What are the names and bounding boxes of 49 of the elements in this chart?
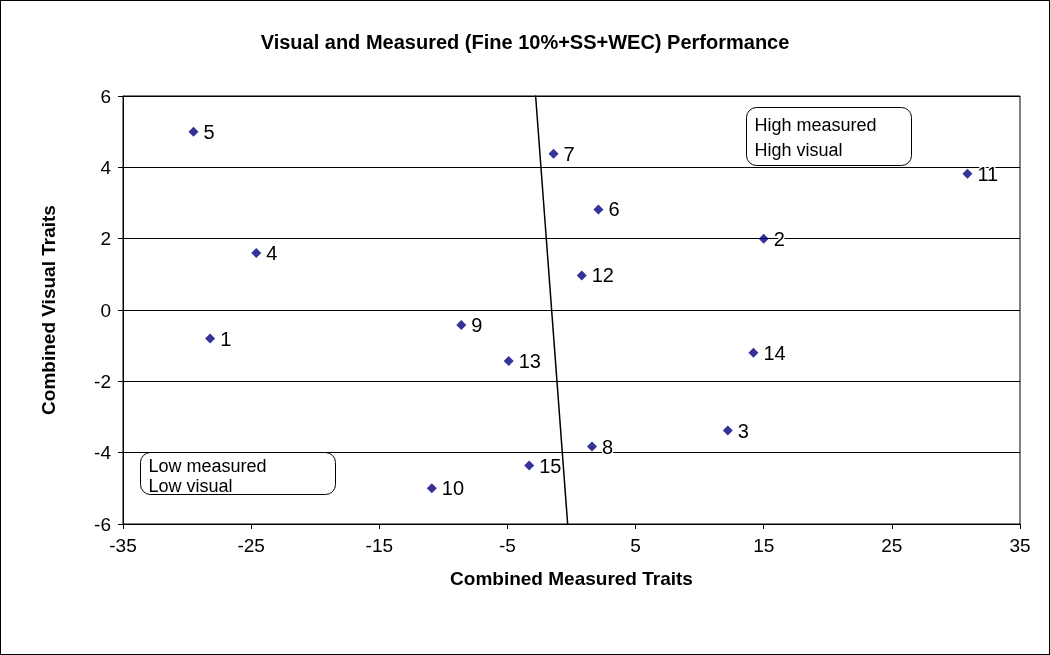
x-tick-label: -25 xyxy=(237,535,265,556)
annotation: 14 xyxy=(763,341,786,364)
y-tick-label: -6 xyxy=(94,513,111,535)
point xyxy=(548,148,559,159)
annotation: 6 xyxy=(608,198,620,221)
annotation: 10 xyxy=(441,477,465,500)
annotation: 3 xyxy=(737,419,749,442)
y-tick-label: -4 xyxy=(94,442,112,464)
annotation: 4 xyxy=(266,241,278,264)
annotation: 11 xyxy=(977,162,999,185)
x-tick-label: 5 xyxy=(630,535,641,556)
x-tick-label: -15 xyxy=(365,535,394,556)
point xyxy=(503,356,514,366)
y-tick-label: -2 xyxy=(94,370,111,392)
x-tick-label: 15 xyxy=(753,535,775,556)
annotation: 8 xyxy=(602,435,614,458)
annotation: Low measured Low visual xyxy=(148,455,267,496)
point xyxy=(205,333,216,344)
x-tick-label: 35 xyxy=(1009,535,1031,556)
annotation: 15 xyxy=(539,454,562,477)
annotation: 13 xyxy=(518,350,541,372)
point xyxy=(587,441,597,452)
annotation: 1 xyxy=(220,327,232,350)
annotation: 9 xyxy=(471,313,483,336)
point xyxy=(758,233,769,244)
y-tick-label: 4 xyxy=(100,156,112,178)
point xyxy=(962,168,973,179)
point xyxy=(576,270,587,281)
x-tick-label: -35 xyxy=(109,535,137,556)
chart-title: Visual and Measured (Fine 10%+SS+WEC) Performance xyxy=(260,31,790,53)
annotation: High measured High visual xyxy=(754,115,877,160)
annotation: 7 xyxy=(563,142,575,165)
annotation: 5 xyxy=(203,120,215,143)
point xyxy=(456,319,467,330)
point xyxy=(593,204,604,215)
x-tick-label: 25 xyxy=(881,535,903,556)
point xyxy=(426,483,437,494)
y-tick-label: 2 xyxy=(100,228,111,250)
y-axis-title: Combined Visual Traits xyxy=(38,205,59,415)
x-tick-label: -5 xyxy=(498,535,516,556)
annotation: 12 xyxy=(591,264,614,287)
point xyxy=(524,460,535,471)
y-tick-label: 6 xyxy=(100,85,111,107)
x-axis-title: Combined Measured Traits xyxy=(450,568,693,589)
point xyxy=(188,126,199,137)
point xyxy=(251,247,262,258)
point xyxy=(748,347,759,358)
point xyxy=(722,425,733,436)
y-tick-label: 0 xyxy=(100,299,111,321)
